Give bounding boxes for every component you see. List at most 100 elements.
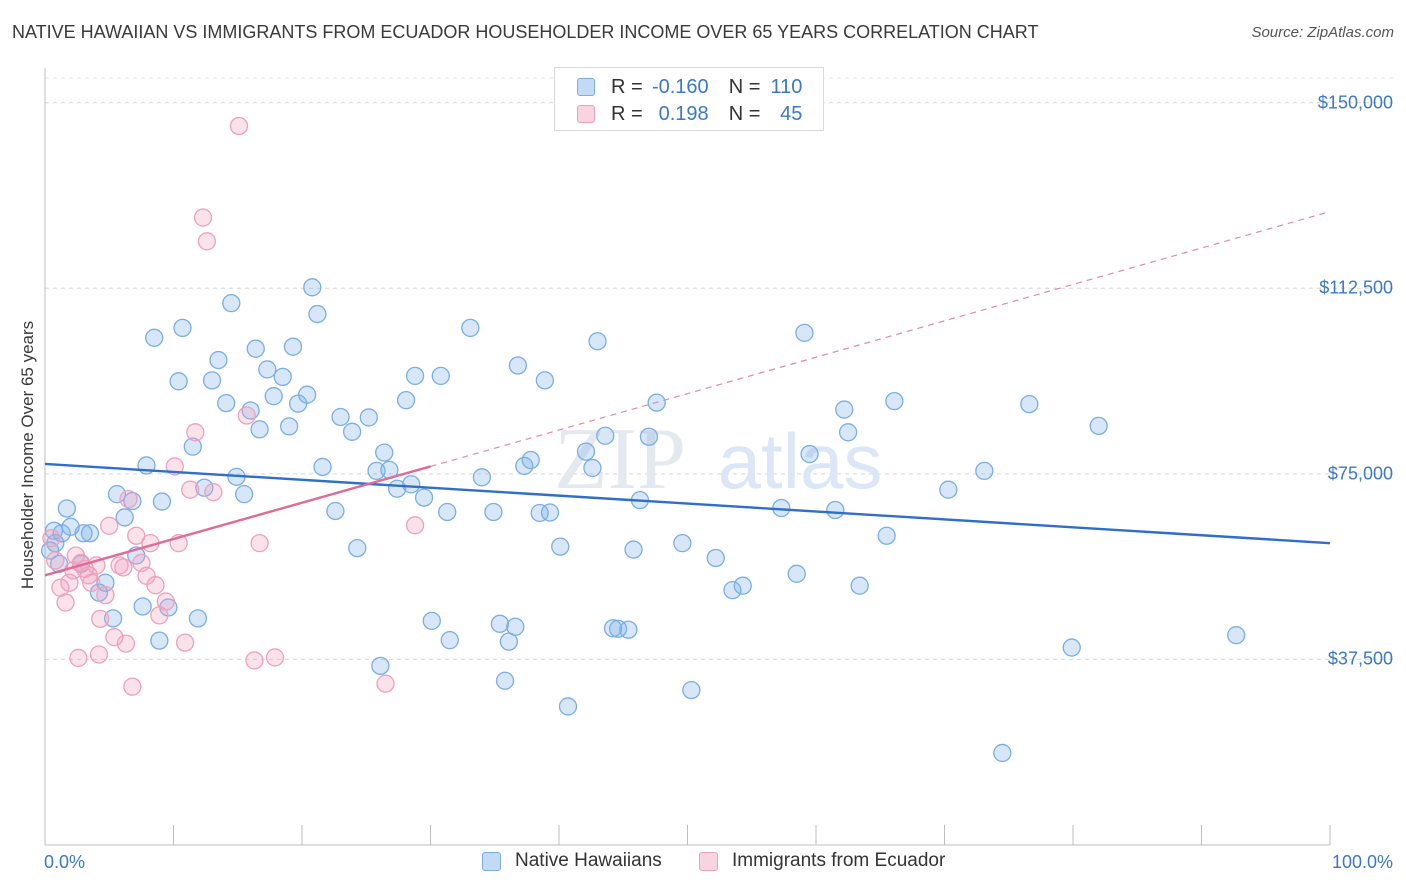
data-point[interactable] xyxy=(279,417,299,436)
data-point[interactable] xyxy=(490,614,510,633)
data-point[interactable] xyxy=(431,366,450,386)
data-point[interactable] xyxy=(150,631,169,650)
data-point[interactable] xyxy=(405,366,425,386)
data-point[interactable] xyxy=(250,420,269,439)
data-point[interactable] xyxy=(246,339,265,358)
data-point[interactable] xyxy=(107,485,127,504)
data-point[interactable] xyxy=(204,483,223,502)
data-point[interactable] xyxy=(787,564,806,583)
data-point[interactable] xyxy=(558,697,578,716)
data-point[interactable] xyxy=(297,385,317,404)
data-point[interactable] xyxy=(82,573,101,592)
data-point[interactable] xyxy=(152,492,172,511)
data-point[interactable] xyxy=(619,620,638,639)
data-point[interactable] xyxy=(706,548,725,568)
data-point[interactable] xyxy=(156,592,175,611)
data-point[interactable] xyxy=(1089,416,1108,436)
data-point[interactable] xyxy=(186,423,205,442)
data-point[interactable] xyxy=(229,116,249,136)
data-point[interactable] xyxy=(133,597,152,616)
data-point[interactable] xyxy=(175,633,195,652)
data-point[interactable] xyxy=(375,443,394,462)
data-point[interactable] xyxy=(115,508,134,527)
data-point[interactable] xyxy=(222,294,241,313)
data-point[interactable] xyxy=(826,500,845,520)
data-point[interactable] xyxy=(250,533,269,553)
data-point[interactable] xyxy=(273,367,292,387)
data-point[interactable] xyxy=(119,489,138,509)
data-point[interactable] xyxy=(42,529,61,548)
data-point[interactable] xyxy=(69,648,88,668)
data-point[interactable] xyxy=(422,611,441,630)
data-point[interactable] xyxy=(342,422,362,441)
data-point[interactable] xyxy=(723,581,742,600)
data-point[interactable] xyxy=(235,485,254,504)
data-point[interactable] xyxy=(396,390,416,410)
data-point[interactable] xyxy=(371,656,390,676)
data-point[interactable] xyxy=(939,480,958,499)
data-point[interactable] xyxy=(535,371,555,390)
data-point[interactable] xyxy=(96,585,115,605)
data-point[interactable] xyxy=(264,387,283,406)
data-point[interactable] xyxy=(74,524,93,543)
data-point[interactable] xyxy=(885,391,904,411)
data-point[interactable] xyxy=(114,558,133,577)
data-point[interactable] xyxy=(283,337,303,356)
data-point[interactable] xyxy=(91,609,110,629)
data-point[interactable] xyxy=(303,278,322,297)
data-point[interactable] xyxy=(583,458,602,478)
data-point[interactable] xyxy=(313,457,332,477)
data-point[interactable] xyxy=(245,651,264,670)
data-point[interactable] xyxy=(103,609,123,628)
data-point[interactable] xyxy=(193,208,213,227)
data-point[interactable] xyxy=(181,480,200,499)
data-point[interactable] xyxy=(1062,638,1081,657)
data-point[interactable] xyxy=(367,461,386,481)
data-point[interactable] xyxy=(188,609,208,628)
data-point[interactable] xyxy=(89,645,109,664)
data-point[interactable] xyxy=(438,502,457,522)
data-point[interactable] xyxy=(508,356,528,375)
data-point[interactable] xyxy=(673,533,692,553)
data-point[interactable] xyxy=(484,502,503,522)
data-point[interactable] xyxy=(838,423,858,442)
data-point[interactable] xyxy=(472,468,492,487)
data-point[interactable] xyxy=(326,501,345,521)
legend-item-immigrants-from-ecuador[interactable]: Immigrants from Ecuador xyxy=(699,850,945,872)
data-point[interactable] xyxy=(495,671,515,690)
data-point[interactable] xyxy=(440,630,459,650)
data-point[interactable] xyxy=(169,372,188,391)
data-point[interactable] xyxy=(639,427,659,446)
data-point[interactable] xyxy=(308,304,327,324)
data-point[interactable] xyxy=(197,232,217,251)
data-point[interactable] xyxy=(80,524,100,543)
data-point[interactable] xyxy=(123,677,142,696)
data-point[interactable] xyxy=(57,499,76,518)
data-point[interactable] xyxy=(145,328,164,347)
data-point[interactable] xyxy=(850,576,869,595)
data-point[interactable] xyxy=(96,573,115,592)
data-point[interactable] xyxy=(877,526,896,545)
data-point[interactable] xyxy=(975,461,994,481)
data-point[interactable] xyxy=(588,332,607,351)
data-point[interactable] xyxy=(576,442,596,461)
data-point[interactable] xyxy=(56,593,75,612)
data-point[interactable] xyxy=(79,566,98,585)
data-point[interactable] xyxy=(359,408,378,427)
data-point[interactable] xyxy=(647,393,666,412)
data-point[interactable] xyxy=(100,516,119,535)
data-point[interactable] xyxy=(521,450,540,470)
data-point[interactable] xyxy=(1227,626,1246,645)
data-point[interactable] xyxy=(183,437,202,456)
data-point[interactable] xyxy=(682,680,701,700)
data-point[interactable] xyxy=(146,576,165,595)
data-point[interactable] xyxy=(202,371,222,390)
data-point[interactable] xyxy=(596,426,615,445)
data-point[interactable] xyxy=(405,516,425,535)
data-point[interactable] xyxy=(217,393,236,413)
data-point[interactable] xyxy=(209,350,228,370)
data-point[interactable] xyxy=(506,617,525,636)
data-point[interactable] xyxy=(624,540,643,559)
data-point[interactable] xyxy=(603,619,623,638)
data-point[interactable] xyxy=(195,478,214,497)
